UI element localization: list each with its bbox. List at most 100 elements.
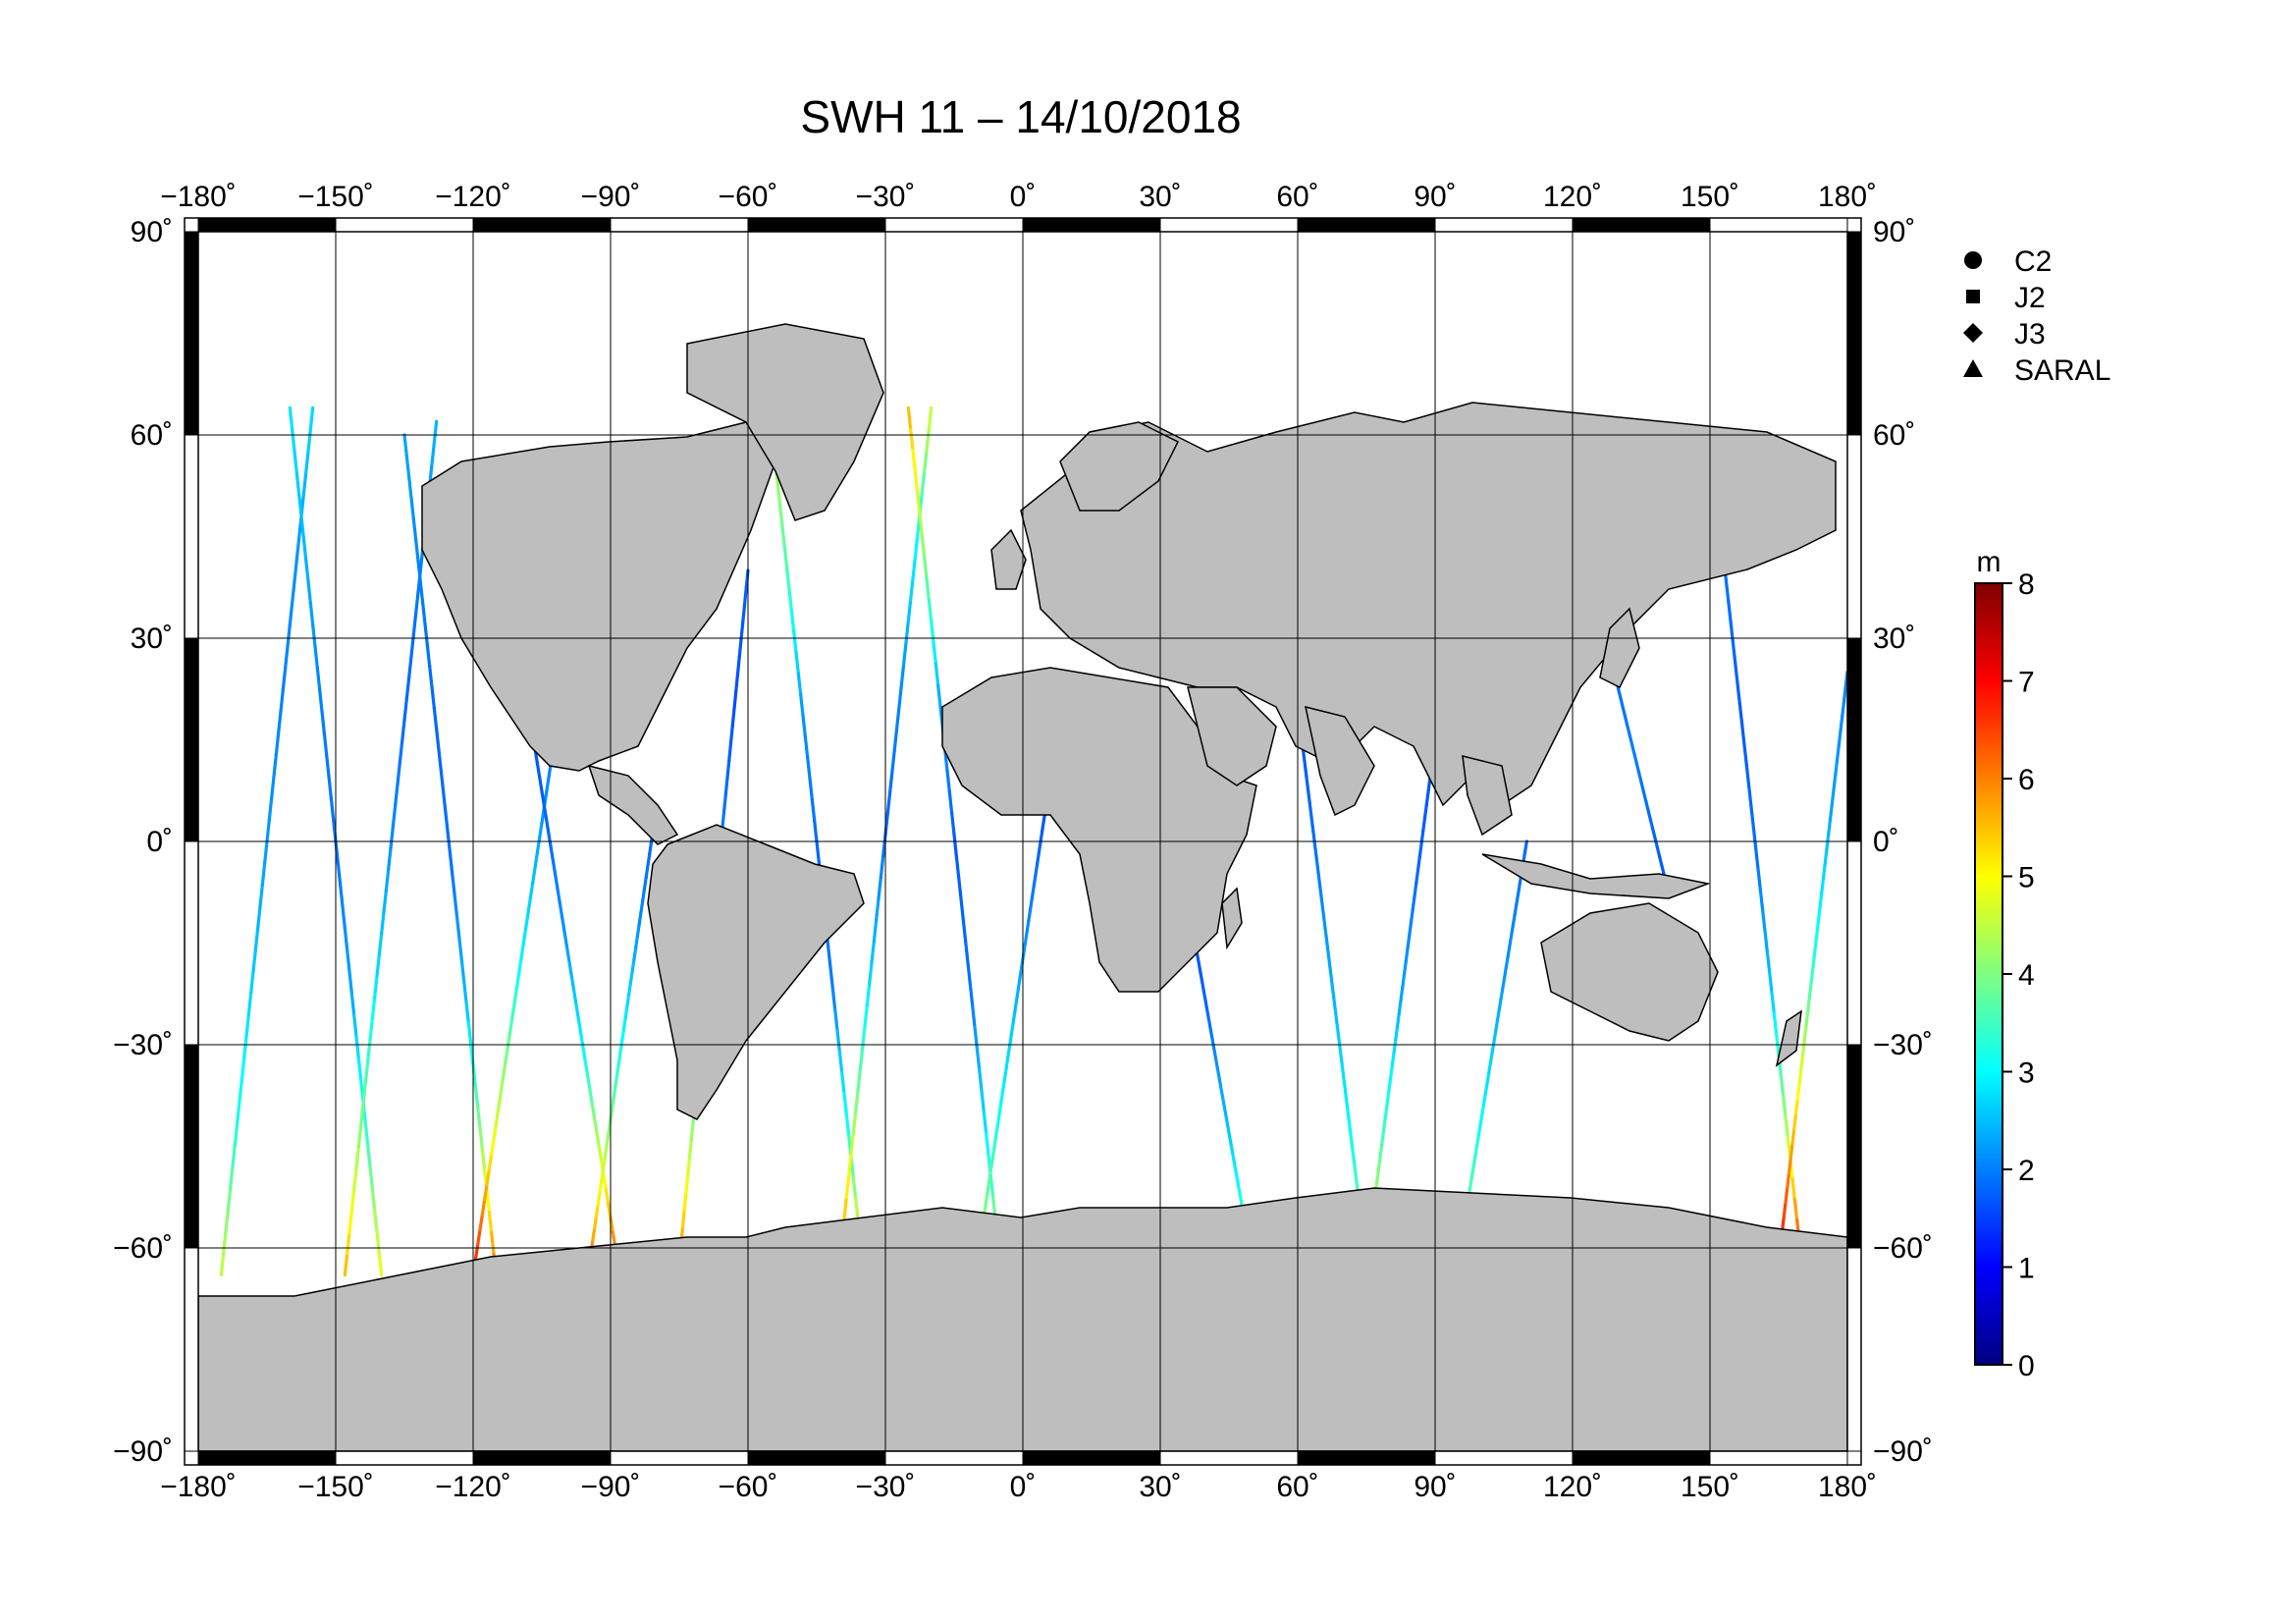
track-segment — [1319, 898, 1325, 916]
track-segment — [1630, 743, 1636, 756]
track-segment — [895, 705, 901, 730]
track-segment — [875, 896, 881, 922]
lon-tick-label-top: 60˚ — [1276, 181, 1318, 213]
lon-tick-label-bottom: 0˚ — [1010, 1471, 1037, 1503]
track-segment — [590, 1103, 597, 1120]
track-segment — [1469, 1164, 1475, 1179]
track-segment — [507, 1017, 514, 1036]
track-segment — [742, 585, 748, 607]
track-segment — [1790, 1177, 1796, 1202]
track-segment — [1332, 996, 1338, 1013]
track-segment — [1199, 970, 1204, 984]
track-segment — [1217, 1076, 1223, 1090]
track-segment — [576, 1017, 583, 1035]
track-segment — [1513, 902, 1519, 917]
track-segment — [888, 769, 894, 794]
track-segment — [306, 579, 312, 605]
track-segment — [868, 960, 874, 986]
track-segment — [483, 1182, 489, 1202]
track-segment — [1399, 986, 1405, 1002]
track-segment — [904, 620, 910, 645]
track-segment — [407, 654, 413, 679]
track-segment — [1212, 1047, 1218, 1060]
lon-tick-label-bottom: −150˚ — [297, 1471, 374, 1503]
track-segment — [451, 874, 456, 899]
diamond-marker-icon — [1963, 323, 1983, 343]
track-segment — [1747, 784, 1753, 809]
track-segment — [614, 1062, 620, 1078]
track-segment — [1314, 856, 1320, 875]
track-segment — [1832, 773, 1838, 792]
track-segment — [1497, 997, 1503, 1011]
track-segment — [398, 739, 404, 765]
track-segment — [1388, 1063, 1394, 1081]
track-segment — [1401, 972, 1407, 990]
track-segment — [545, 776, 551, 794]
frame-bar-bottom — [884, 1450, 1024, 1466]
track-segment — [414, 538, 420, 563]
track-segment — [1828, 802, 1834, 822]
track-segment — [785, 567, 791, 591]
frame-bar-top — [1709, 217, 1848, 233]
frame-bar-bottom — [1159, 1450, 1299, 1466]
track-segment — [1483, 1081, 1489, 1096]
track-segment — [1820, 877, 1826, 895]
track-segment — [517, 956, 523, 976]
track-segment — [596, 1191, 602, 1207]
lon-tick-label-top: 30˚ — [1139, 181, 1181, 213]
track-segment — [980, 1089, 986, 1114]
track-segment — [329, 796, 336, 822]
track-segment — [632, 946, 638, 961]
track-segment — [1806, 995, 1812, 1013]
land-africa — [941, 667, 1257, 993]
track-segment — [635, 922, 641, 939]
track-segment — [600, 1167, 606, 1183]
track-segment — [1617, 687, 1623, 700]
track-segment — [339, 883, 345, 908]
track-segment — [950, 811, 956, 837]
track-segment — [735, 655, 741, 676]
lon-tick-label-top: 150˚ — [1681, 181, 1739, 213]
track-segment — [1002, 1066, 1008, 1082]
track-segment — [428, 664, 434, 689]
track-segment — [1779, 1073, 1786, 1099]
track-segment — [954, 854, 961, 880]
track-segment — [1195, 950, 1201, 964]
track-segment — [528, 881, 535, 900]
track-segment — [612, 1086, 617, 1102]
track-segment — [561, 917, 566, 936]
track-segment — [1201, 989, 1207, 1002]
track-segment — [1409, 907, 1415, 925]
track-segment — [1222, 1105, 1228, 1118]
track-segment — [1816, 906, 1822, 925]
track-segment — [236, 1100, 241, 1125]
track-segment — [404, 454, 411, 479]
track-segment — [384, 868, 391, 893]
track-segment — [1206, 1018, 1212, 1032]
track-segment — [377, 1251, 384, 1277]
track-segment — [1018, 964, 1024, 980]
track-segment — [1351, 1149, 1357, 1166]
track-segment — [363, 1059, 370, 1085]
track-segment — [308, 406, 315, 432]
track-segment — [411, 516, 418, 542]
track-segment — [995, 1111, 1001, 1127]
track-segment — [349, 1188, 356, 1213]
frame-bar-top — [1297, 217, 1436, 233]
colorbar-tick-label: 6 — [2018, 764, 2035, 796]
track-segment — [803, 734, 810, 760]
track-segment — [1735, 680, 1741, 706]
track-segment — [1763, 929, 1769, 953]
track-segment — [1381, 1116, 1387, 1133]
track-segment — [1321, 912, 1327, 930]
track-segment — [240, 1056, 246, 1082]
track-segment — [1504, 955, 1510, 969]
track-segment — [789, 609, 796, 633]
track-segment — [1376, 1155, 1382, 1172]
track-segment — [620, 1028, 626, 1044]
track-segment — [299, 514, 305, 540]
track-segment — [1632, 752, 1638, 766]
track-segment — [1758, 888, 1765, 912]
track-segment — [1522, 839, 1528, 854]
track-segment — [421, 601, 427, 626]
